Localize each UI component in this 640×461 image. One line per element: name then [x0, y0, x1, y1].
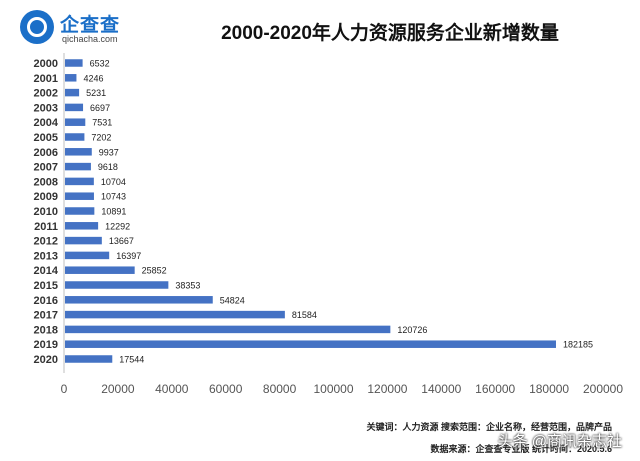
y-tick-label: 2000 — [34, 58, 58, 70]
y-tick-label: 2010 — [34, 206, 58, 218]
bar — [65, 355, 113, 363]
data-label: 10704 — [101, 177, 126, 187]
bar — [65, 192, 94, 200]
bar — [65, 236, 102, 245]
x-tick-label: 120000 — [367, 382, 407, 396]
y-tick-label: 2006 — [34, 147, 58, 159]
data-label: 6532 — [90, 59, 110, 69]
footer-keywords: 关键词：人力资源 搜索范围：企业名称，经营范围，品牌产品 — [366, 422, 612, 432]
bar — [65, 103, 84, 112]
bar — [65, 281, 169, 289]
data-label: 25852 — [142, 266, 167, 276]
data-label: 10743 — [101, 192, 126, 202]
bar — [65, 177, 94, 186]
y-tick-label: 2011 — [34, 221, 58, 233]
bar — [65, 296, 213, 304]
y-tick-label: 2015 — [34, 280, 58, 292]
data-label: 9937 — [99, 147, 119, 157]
bar — [65, 207, 95, 215]
x-tick-label: 140000 — [421, 382, 461, 396]
watermark: 头条 @商讯杂志社 — [497, 433, 622, 450]
x-tick-label: 180000 — [529, 382, 569, 396]
logo-name: 企查查 — [60, 15, 121, 36]
data-label: 7202 — [91, 133, 111, 143]
logo-icon — [20, 10, 54, 44]
bar — [65, 148, 92, 156]
bar — [65, 59, 83, 67]
bar — [65, 325, 391, 334]
y-tick-label: 2004 — [34, 117, 59, 129]
x-tick-label: 80000 — [263, 382, 297, 396]
x-tick-label: 40000 — [155, 382, 189, 396]
logo: 企查查 qichacha.com — [20, 8, 160, 48]
y-tick-label: 2007 — [34, 162, 58, 174]
data-label: 182185 — [563, 340, 593, 350]
data-label: 7531 — [92, 118, 112, 128]
bar — [65, 340, 556, 348]
y-tick-label: 2008 — [34, 176, 58, 188]
bar — [65, 88, 80, 97]
data-label: 6697 — [90, 103, 110, 113]
data-label: 17544 — [119, 355, 144, 365]
bar — [65, 310, 285, 319]
logo-url: qichacha.com — [62, 34, 118, 44]
bar — [65, 251, 110, 260]
bar — [65, 222, 99, 230]
chart-title: 2000-2020年人力资源服务企业新增数量 — [221, 23, 559, 44]
y-tick-label: 2013 — [34, 250, 58, 262]
y-tick-label: 2018 — [34, 324, 58, 336]
data-label: 16397 — [116, 251, 141, 261]
y-tick-label: 2009 — [34, 191, 58, 203]
data-label: 5231 — [86, 88, 106, 98]
data-label: 9618 — [98, 162, 118, 172]
y-tick-label: 2017 — [34, 310, 58, 322]
x-tick-label: 100000 — [313, 382, 353, 396]
footer-source: 数据来源：企查查专业版 统计时间：2020.5.6 — [430, 444, 612, 454]
bar — [65, 162, 91, 171]
data-label: 4246 — [83, 73, 103, 83]
y-tick-label: 2001 — [34, 73, 58, 85]
x-tick-label: 20000 — [101, 382, 135, 396]
y-tick-label: 2002 — [34, 88, 58, 100]
data-label: 81584 — [292, 310, 317, 320]
y-tick-label: 2012 — [34, 236, 58, 248]
bar — [65, 118, 86, 126]
y-tick-label: 2019 — [34, 339, 58, 351]
x-tick-label: 60000 — [209, 382, 243, 396]
x-tick-label: 160000 — [475, 382, 515, 396]
y-tick-label: 2005 — [34, 132, 58, 144]
bar — [65, 74, 77, 82]
y-tick-label: 2014 — [34, 265, 59, 277]
bar — [65, 133, 85, 141]
data-label: 54824 — [220, 295, 245, 305]
x-tick-label: 200000 — [583, 382, 623, 396]
data-label: 12292 — [105, 221, 130, 231]
y-tick-label: 2003 — [34, 102, 58, 114]
bar — [65, 266, 135, 274]
data-label: 10891 — [101, 207, 126, 217]
data-label: 120726 — [397, 325, 427, 335]
x-tick-label: 0 — [61, 382, 68, 396]
data-label: 13667 — [109, 236, 134, 246]
y-tick-label: 2020 — [34, 354, 58, 366]
data-label: 38353 — [175, 281, 200, 291]
y-tick-label: 2016 — [34, 295, 58, 307]
